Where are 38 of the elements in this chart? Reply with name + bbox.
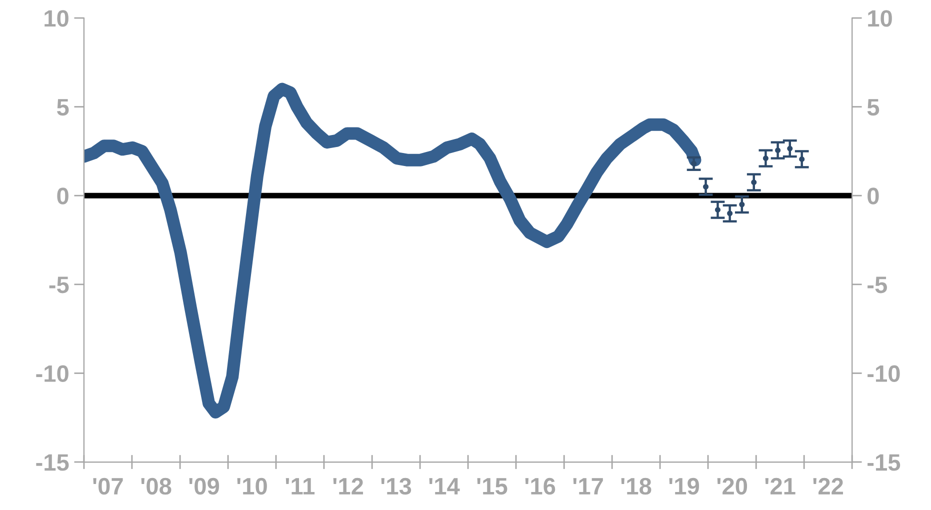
point <box>727 210 733 216</box>
x-tick-label: '19 <box>669 478 700 495</box>
x-tick-label: '10 <box>237 478 267 495</box>
point <box>762 156 768 162</box>
x-tick-label: '09 <box>189 478 220 495</box>
y2-tick-label: -10 <box>868 365 900 382</box>
x-tick-label: '16 <box>525 478 556 495</box>
y2-tick-label: -15 <box>868 454 900 471</box>
y-tick-label: 0 <box>57 188 68 204</box>
point <box>739 202 745 208</box>
x-tick-label: '21 <box>765 478 796 494</box>
point <box>751 180 757 186</box>
x-tick-label: '12 <box>333 478 364 494</box>
y2-tick-label: 5 <box>867 99 880 116</box>
x-tick-label: '14 <box>429 478 460 494</box>
x-tick-label: '07 <box>93 478 123 495</box>
point <box>691 160 697 166</box>
x-tick-label: '20 <box>717 478 748 495</box>
y2-tick-label: 10 <box>868 10 892 27</box>
x-tick-label: '13 <box>381 478 412 495</box>
point <box>714 207 721 213</box>
point <box>787 146 793 152</box>
point <box>775 148 781 154</box>
y-tick-label: 5 <box>56 99 69 116</box>
y-tick-label: -15 <box>36 454 69 471</box>
y-tick-label: 10 <box>44 10 68 27</box>
point <box>799 156 805 162</box>
y-tick-label: -5 <box>49 276 69 294</box>
y2-tick-label: -5 <box>868 276 887 294</box>
x-tick-label: '17 <box>573 478 603 494</box>
y-tick-label: -10 <box>36 365 68 382</box>
x-tick-label: '18 <box>621 478 652 495</box>
x-tick-label: '15 <box>477 478 508 495</box>
x-tick-label: '11 <box>286 478 315 494</box>
y2-tick-label: 0 <box>868 188 879 204</box>
point <box>702 184 709 190</box>
x-tick-label: '22 <box>813 478 843 494</box>
x-tick-label: '08 <box>141 478 172 495</box>
